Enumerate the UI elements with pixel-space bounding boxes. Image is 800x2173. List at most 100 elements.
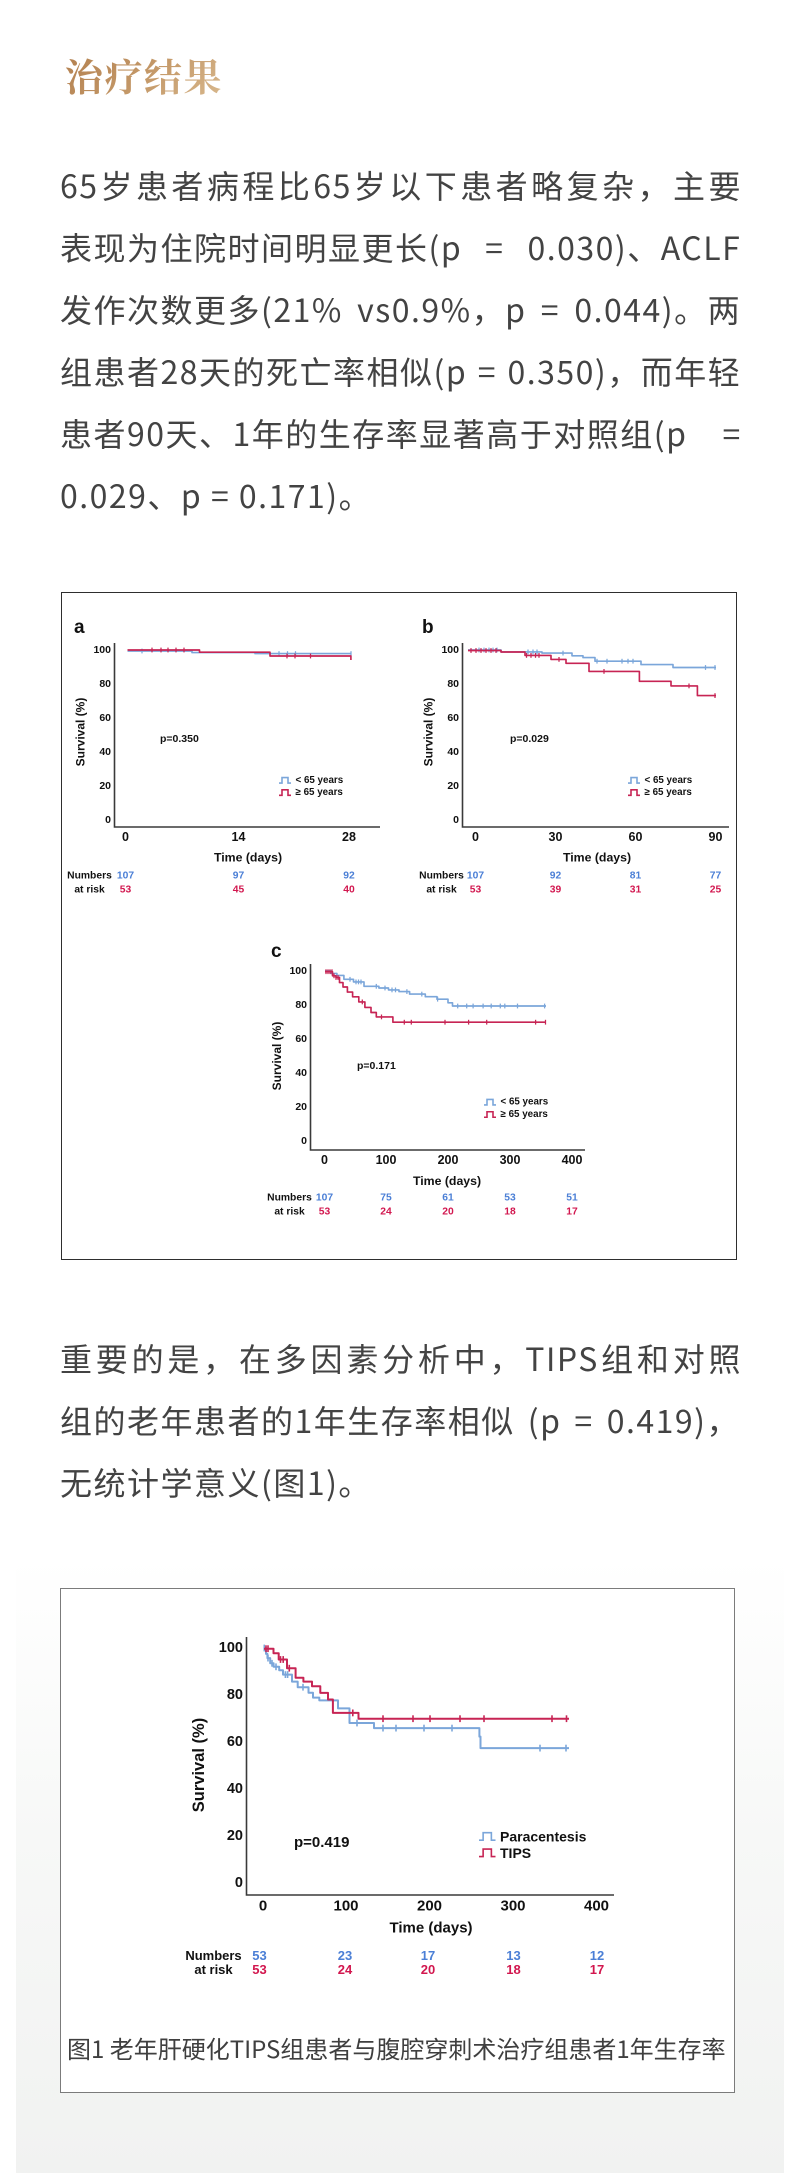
svg-text:90: 90 [709,830,723,844]
svg-text:Time (days): Time (days) [413,1174,481,1188]
svg-text:80: 80 [447,678,459,690]
svg-text:Survival (%): Survival (%) [422,698,436,767]
svg-text:40: 40 [447,746,459,758]
svg-text:at risk: at risk [274,1207,305,1218]
svg-text:≥ 65 years: ≥ 65 years [645,787,693,798]
svg-text:at risk: at risk [74,885,105,896]
svg-text:60: 60 [295,1033,307,1045]
svg-text:81: 81 [630,871,642,882]
svg-text:24: 24 [380,1207,392,1218]
svg-text:60: 60 [629,830,643,844]
svg-text:0: 0 [453,814,459,826]
svg-text:25: 25 [710,885,722,896]
svg-text:53: 53 [120,885,132,896]
svg-text:40: 40 [227,1781,243,1797]
svg-text:18: 18 [504,1207,516,1218]
svg-text:31: 31 [630,885,642,896]
svg-text:≥ 65 years: ≥ 65 years [296,787,344,798]
svg-text:Survival (%): Survival (%) [190,1718,208,1812]
svg-text:at risk: at risk [426,885,457,896]
svg-text:100: 100 [441,644,459,656]
svg-text:100: 100 [333,1897,358,1914]
svg-text:20: 20 [227,1828,243,1844]
svg-text:24: 24 [338,1962,353,1977]
svg-text:40: 40 [295,1067,307,1079]
svg-text:40: 40 [99,746,111,758]
svg-text:Numbers: Numbers [267,1193,312,1204]
svg-text:17: 17 [566,1207,578,1218]
svg-text:Numbers: Numbers [67,871,112,882]
svg-text:61: 61 [442,1193,454,1204]
svg-text:53: 53 [252,1948,266,1963]
svg-text:107: 107 [467,871,484,882]
svg-text:60: 60 [447,712,459,724]
svg-text:< 65 years: < 65 years [501,1097,549,1108]
svg-text:0: 0 [321,1153,328,1167]
svg-text:100: 100 [376,1153,397,1167]
svg-text:20: 20 [447,780,459,792]
svg-text:80: 80 [295,999,307,1011]
svg-text:53: 53 [319,1207,331,1218]
svg-text:0: 0 [122,830,129,844]
svg-text:Time (days): Time (days) [214,851,282,865]
svg-text:b: b [422,617,434,638]
svg-text:23: 23 [338,1948,352,1963]
svg-text:51: 51 [566,1193,578,1204]
svg-text:TIPS: TIPS [500,1845,531,1861]
svg-text:28: 28 [342,830,356,844]
svg-text:Time (days): Time (days) [389,1920,472,1937]
svg-text:Numbers: Numbers [419,871,464,882]
svg-text:300: 300 [500,1153,521,1167]
svg-text:12: 12 [590,1948,604,1963]
svg-text:92: 92 [343,871,355,882]
svg-text:13: 13 [506,1948,520,1963]
svg-text:Survival (%): Survival (%) [74,698,88,767]
svg-text:18: 18 [506,1962,520,1977]
svg-text:53: 53 [470,885,482,896]
svg-text:17: 17 [421,1948,435,1963]
svg-text:40: 40 [343,885,355,896]
svg-text:a: a [74,617,85,638]
svg-text:200: 200 [417,1897,442,1914]
svg-text:30: 30 [549,830,563,844]
svg-text:14: 14 [232,830,246,844]
svg-text:0: 0 [235,1875,243,1891]
svg-text:20: 20 [295,1101,307,1113]
svg-text:60: 60 [227,1734,243,1750]
svg-text:400: 400 [584,1897,609,1914]
svg-text:60: 60 [99,712,111,724]
svg-text:100: 100 [289,965,307,977]
svg-text:20: 20 [421,1962,435,1977]
svg-text:107: 107 [316,1193,333,1204]
svg-text:at risk: at risk [194,1962,233,1977]
svg-text:< 65 years: < 65 years [645,775,693,786]
svg-text:80: 80 [99,678,111,690]
svg-text:20: 20 [99,780,111,792]
svg-text:p=0.419: p=0.419 [294,1834,349,1851]
svg-text:0: 0 [472,830,479,844]
svg-text:200: 200 [438,1153,459,1167]
svg-text:p=0.350: p=0.350 [160,733,199,745]
svg-text:Paracentesis: Paracentesis [500,1828,587,1844]
svg-text:Survival (%): Survival (%) [270,1022,284,1091]
svg-text:300: 300 [500,1897,525,1914]
svg-text:100: 100 [93,644,111,656]
svg-text:107: 107 [117,871,134,882]
svg-text:0: 0 [259,1897,267,1914]
svg-text:92: 92 [550,871,562,882]
svg-text:80: 80 [227,1687,243,1703]
svg-text:0: 0 [105,814,111,826]
svg-text:0: 0 [301,1135,307,1147]
svg-text:97: 97 [233,871,245,882]
svg-text:400: 400 [562,1153,583,1167]
svg-text:< 65 years: < 65 years [296,775,344,786]
svg-text:53: 53 [504,1193,516,1204]
svg-text:53: 53 [252,1962,266,1977]
svg-text:Time (days): Time (days) [563,851,631,865]
svg-text:100: 100 [219,1640,243,1656]
svg-text:20: 20 [442,1207,454,1218]
svg-text:≥ 65 years: ≥ 65 years [501,1109,549,1120]
svg-text:p=0.029: p=0.029 [510,733,549,745]
svg-text:Numbers: Numbers [185,1948,241,1963]
svg-text:77: 77 [710,871,722,882]
